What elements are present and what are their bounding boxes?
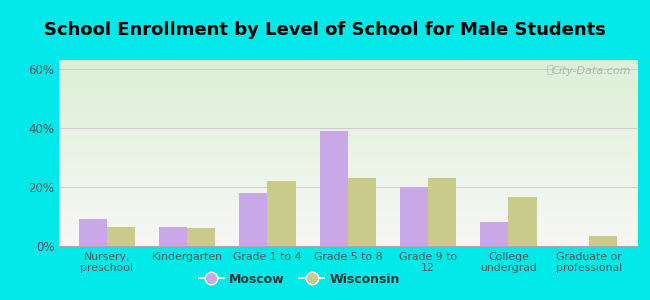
Bar	[589, 236, 617, 246]
Bar	[508, 197, 536, 246]
Text: City-Data.com: City-Data.com	[552, 66, 631, 76]
Text: ⦿: ⦿	[547, 64, 553, 75]
Bar	[79, 219, 107, 246]
Bar	[428, 178, 456, 246]
Bar	[400, 187, 428, 246]
Bar	[348, 178, 376, 246]
Bar	[239, 193, 267, 246]
Text: School Enrollment by Level of School for Male Students: School Enrollment by Level of School for…	[44, 21, 606, 39]
Bar	[107, 227, 135, 246]
Bar	[480, 222, 508, 246]
Bar	[159, 227, 187, 246]
Bar	[187, 228, 215, 246]
Legend: Moscow, Wisconsin: Moscow, Wisconsin	[194, 268, 404, 291]
Bar	[267, 181, 296, 246]
Bar	[320, 131, 348, 246]
